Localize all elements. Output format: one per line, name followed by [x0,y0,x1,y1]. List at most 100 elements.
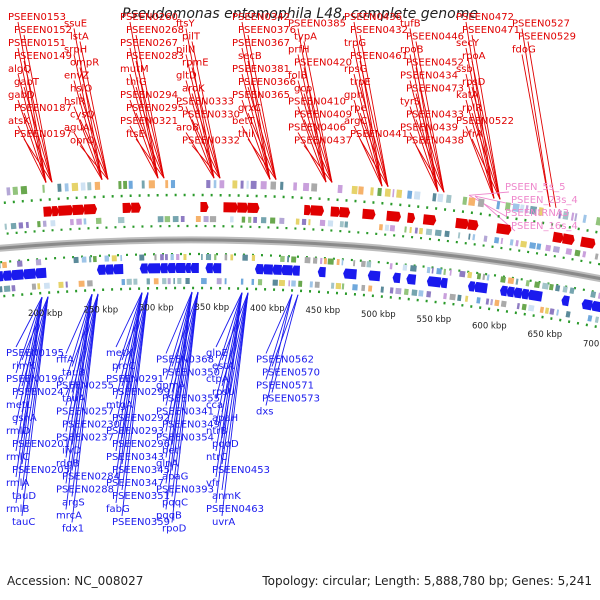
rna-gene-label: PSEEN_5s_5 [505,182,565,193]
cog-color-block [597,292,600,299]
forward-gene-connector [415,145,445,193]
reverse-gene-arrow [104,264,114,275]
cog-color-block [157,216,164,223]
forward-gene-label: PSEEN0522 [456,116,514,127]
reverse-gene-arrow [440,277,448,289]
cog-color-block [327,258,334,265]
cog-color-block [291,256,297,263]
reverse-gene-arrow [166,263,176,274]
forward-gene-label: PSEEN0473 [406,84,464,95]
reverse-gene-label: rdgB [56,459,80,470]
cog-color-block [248,216,252,223]
reverse-gene-label: PSEEN0296 [112,439,170,450]
cog-color-block [392,189,395,198]
cog-color-block [595,216,600,226]
cog-color-block [224,278,227,285]
forward-gene-label: trpG [344,38,366,49]
forward-gene-label: PSEEN0342 [232,12,290,23]
forward-gene-connector [129,125,159,179]
forward-gene-label: rpmE [182,58,209,69]
cog-color-block [128,180,133,189]
reverse-gene-connector [221,292,249,465]
reverse-gene-label: PSEEN0195 [6,348,64,359]
forward-gene-connector [79,41,109,180]
reverse-gene-connector [215,292,243,452]
cog-color-block [410,265,417,272]
reverse-gene-connector [65,294,93,354]
forward-gene-connector [297,132,327,183]
forward-gene-connector [415,41,445,193]
forward-gene-connector [247,34,277,180]
forward-gene-arrow [43,206,53,217]
cog-color-block [81,256,87,263]
reverse-gene-connector [121,292,149,517]
forward-gene-connector [191,41,221,179]
forward-gene-connector [303,145,333,183]
forward-gene-arrow [310,205,325,216]
forward-gene-label: mutM [120,64,149,75]
cog-color-block [148,180,155,189]
reverse-gene-label: rmlD [6,426,30,437]
forward-gene-connector [303,67,333,183]
cog-color-block [590,291,597,298]
cog-color-block [165,254,168,261]
cog-color-block [486,274,490,281]
cog-color-block [154,254,157,261]
reverse-gene-label: glnA [156,459,178,470]
cog-color-block [468,233,471,240]
cog-color-block [544,307,550,314]
reverse-gene-label: ctpA [206,374,229,385]
reverse-gene-label: metL [6,400,32,411]
cog-color-block [462,196,468,206]
reverse-gene-label: PSEEN0351 [112,491,170,502]
cog-color-block [436,267,442,275]
forward-gene-arrow [562,233,575,245]
cog-color-block [311,183,318,192]
forward-gene-label: PSEEN0267 [120,38,178,49]
forward-gene-label: PSEEN0438 [406,136,464,147]
cog-color-block [185,278,190,285]
reverse-gene-connector [115,292,143,426]
forward-gene-connector [23,86,53,183]
cog-color-block [167,278,171,285]
reverse-gene-label: PSEEN0573 [262,394,320,405]
forward-gene-arrow [386,210,401,222]
reverse-gene-connector [171,291,199,471]
reverse-gene-label: PSEEN0350 [162,368,220,379]
cog-color-block [341,283,345,290]
forward-gene-connector [79,67,109,180]
reverse-gene-arrow [159,263,168,274]
cog-color-block [380,286,384,293]
forward-gene-label: PSEEN0446 [406,32,464,43]
reverse-gene-connector [115,292,143,478]
forward-gene-arrow [58,205,74,216]
forward-gene-connector [79,145,109,180]
forward-gene-connector [241,73,271,180]
cog-color-block [291,280,296,287]
cog-color-block [527,304,535,312]
reverse-gene-label: rffA [56,355,74,366]
forward-gene-connector [135,60,165,179]
cog-color-block [534,281,541,289]
forward-gene-label: PSEEN0420 [294,58,352,69]
reverse-gene-arrow [212,263,222,274]
reverse-gene-arrow [139,263,148,274]
cog-color-block [574,213,578,222]
cog-color-block [312,257,318,264]
forward-gene-label: thiI [238,129,254,140]
cog-color-block [490,299,494,306]
forward-gene-label: katA [456,90,479,101]
reverse-gene-connector [165,291,193,354]
cog-color-block [389,287,394,294]
cog-color-block [389,225,396,232]
forward-gene-label: rpoA [462,51,486,62]
scale-tick-label: 250 kbp [84,306,119,316]
cog-color-block [319,219,326,227]
reverse-gene-arrow [506,286,515,298]
reverse-gene-connector [271,294,299,393]
cog-color-block [270,181,277,190]
reverse-gene-connector [271,294,299,367]
cog-color-block [403,288,409,296]
reverse-gene-arrow [520,288,530,300]
cog-color-block [160,254,164,261]
